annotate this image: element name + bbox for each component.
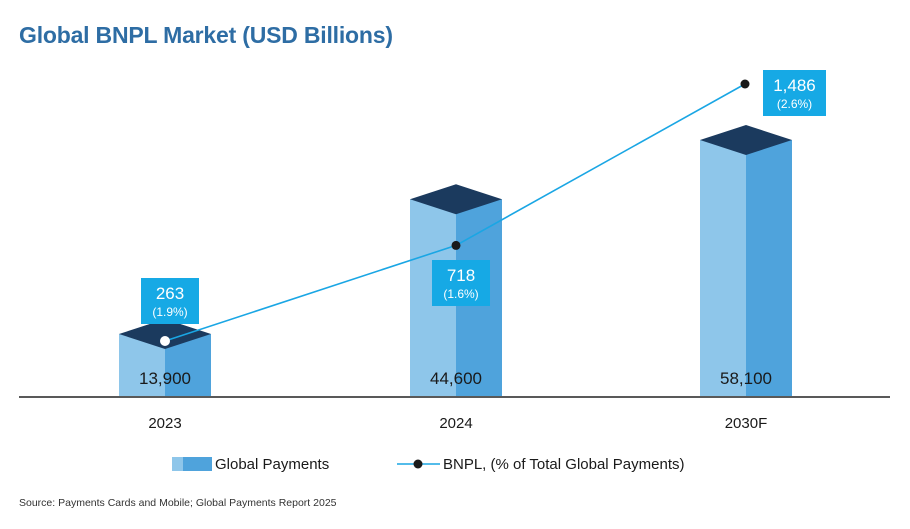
source-note: Source: Payments Cards and Mobile; Globa…: [19, 497, 337, 509]
bnpl-callout-box: [141, 278, 199, 324]
bnpl-value-label: 718: [447, 266, 475, 285]
bnpl-value-label: 1,486: [773, 76, 816, 95]
bar-2030F-top: [700, 125, 792, 155]
bar-2023-top: [119, 319, 211, 349]
bar-2030F-side: [746, 140, 792, 396]
legend-bar-swatch: [183, 457, 212, 471]
bar-value-label: 58,100: [720, 369, 772, 388]
x-tick-labels: 2023 2024 2030F: [148, 415, 767, 432]
bnpl-percent-label: (1.6%): [443, 287, 478, 301]
legend: Global Payments BNPL, (% of Total Global …: [172, 456, 685, 473]
bnpl-value-label: 263: [156, 284, 184, 303]
bar-2024-top: [410, 184, 502, 215]
bar-2030F-front: [700, 140, 746, 396]
x-tick-label: 2024: [439, 415, 472, 432]
bnpl-callout-box: [763, 70, 826, 116]
legend-line-marker: [413, 459, 423, 469]
legend-bar-label: Global Payments: [215, 456, 329, 473]
x-tick-label: 2023: [148, 415, 181, 432]
bar-value-label: 44,600: [430, 369, 482, 388]
bnpl-percent-label: (2.6%): [777, 97, 812, 111]
legend-line-label: BNPL, (% of Total Global Payments): [443, 456, 685, 473]
bnpl-point: [160, 336, 170, 346]
bnpl-callout-box: [432, 260, 490, 306]
chart-title: Global BNPL Market (USD Billions): [19, 22, 393, 48]
x-tick-label: 2030F: [725, 415, 768, 432]
bnpl-point: [740, 79, 750, 89]
bnpl-line-group: [160, 79, 750, 346]
bnpl-percent-label: (1.9%): [152, 305, 187, 319]
bar-value-label: 13,900: [139, 369, 191, 388]
bnpl-callouts: 263 (1.9%) 718 (1.6%) 1,486 (2.6%): [141, 70, 826, 324]
bnpl-point: [451, 240, 461, 250]
